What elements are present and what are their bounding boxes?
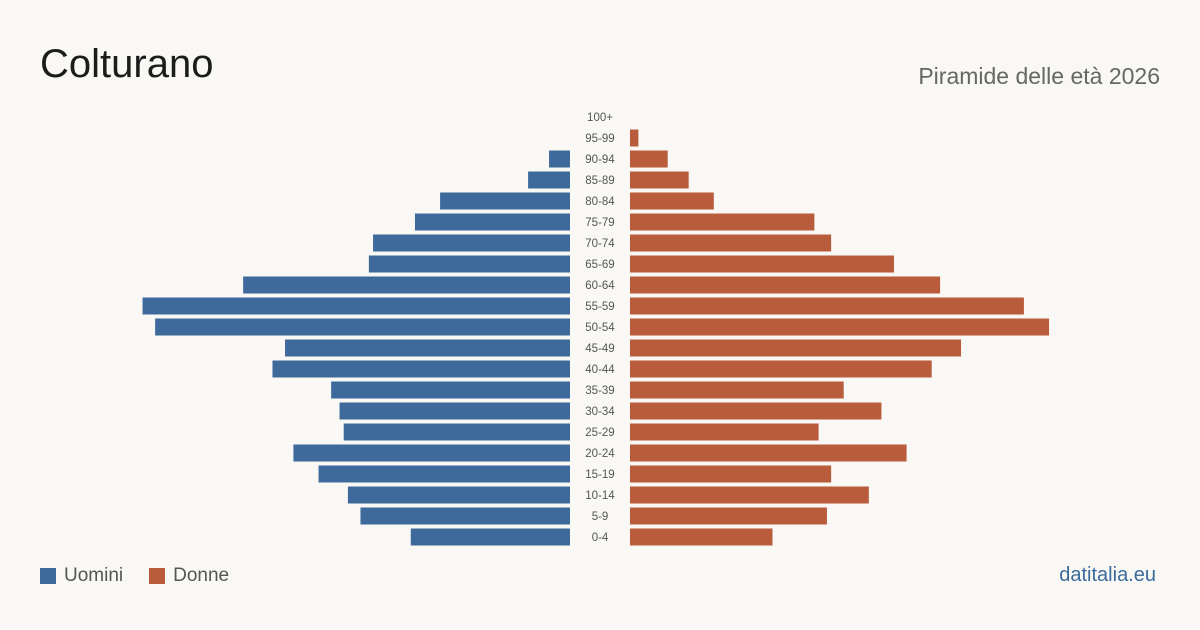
bar-men	[142, 297, 571, 315]
bar-women	[630, 402, 882, 420]
bar-women	[630, 150, 668, 168]
bar-men	[347, 486, 570, 504]
bar-women	[630, 192, 714, 210]
legend-label-women: Donne	[173, 565, 230, 586]
bar-women	[630, 276, 941, 294]
age-label: 30-34	[585, 406, 615, 418]
chart-title: Colturano	[40, 42, 214, 86]
bar-women	[630, 318, 1050, 336]
age-label: 5-9	[592, 511, 609, 523]
bar-men	[285, 339, 570, 357]
bar-women	[630, 129, 639, 147]
bar-men	[272, 360, 570, 378]
age-label: 85-89	[585, 175, 614, 187]
bar-men	[440, 192, 570, 210]
bar-men	[549, 150, 570, 168]
bar-women	[630, 234, 832, 252]
bar-women	[630, 339, 962, 357]
bar-women	[630, 486, 869, 504]
age-label: 20-24	[585, 448, 615, 460]
bar-men	[373, 234, 570, 252]
bar-women	[630, 213, 815, 231]
age-label: 10-14	[585, 490, 615, 502]
bar-men	[318, 465, 570, 483]
legend: Uomini Donne	[40, 565, 255, 587]
bar-men	[343, 423, 570, 441]
age-label: 35-39	[585, 385, 614, 397]
bar-women	[630, 297, 1024, 315]
age-label: 50-54	[585, 322, 615, 334]
age-label: 80-84	[585, 196, 615, 208]
bar-men	[360, 507, 570, 525]
bar-women	[630, 255, 894, 273]
bar-men	[368, 255, 570, 273]
bar-men	[293, 444, 570, 462]
bar-women	[630, 444, 907, 462]
age-label: 55-59	[585, 301, 614, 313]
age-label: 45-49	[585, 343, 614, 355]
bar-women	[630, 465, 832, 483]
age-label: 60-64	[585, 280, 615, 292]
age-label: 90-94	[585, 154, 615, 166]
bar-men	[410, 528, 570, 546]
bar-women	[630, 528, 773, 546]
age-label: 75-79	[585, 217, 614, 229]
bar-women	[630, 507, 827, 525]
bar-men	[339, 402, 570, 420]
age-label: 15-19	[585, 469, 614, 481]
age-label: 95-99	[585, 133, 614, 145]
age-label: 100+	[587, 112, 613, 124]
legend-swatch-women	[149, 568, 166, 584]
legend-item-women: Donne	[149, 565, 229, 587]
bar-women	[630, 360, 932, 378]
bar-men	[528, 171, 570, 189]
bar-women	[630, 381, 844, 399]
source-credit: datitalia.eu	[1059, 564, 1156, 586]
bar-men	[331, 381, 570, 399]
legend-item-men: Uomini	[40, 565, 123, 587]
bar-men	[243, 276, 570, 294]
legend-swatch-men	[40, 568, 56, 584]
age-label: 0-4	[592, 532, 609, 544]
legend-label-men: Uomini	[64, 565, 124, 586]
bar-men	[155, 318, 570, 336]
bar-women	[630, 423, 819, 441]
age-label: 70-74	[585, 238, 615, 250]
chart-subtitle: Piramide delle età 2026	[918, 63, 1160, 89]
bar-men	[414, 213, 570, 231]
age-label: 25-29	[585, 427, 614, 439]
bar-women	[630, 171, 689, 189]
age-label: 65-69	[585, 259, 614, 271]
age-label: 40-44	[585, 364, 615, 376]
